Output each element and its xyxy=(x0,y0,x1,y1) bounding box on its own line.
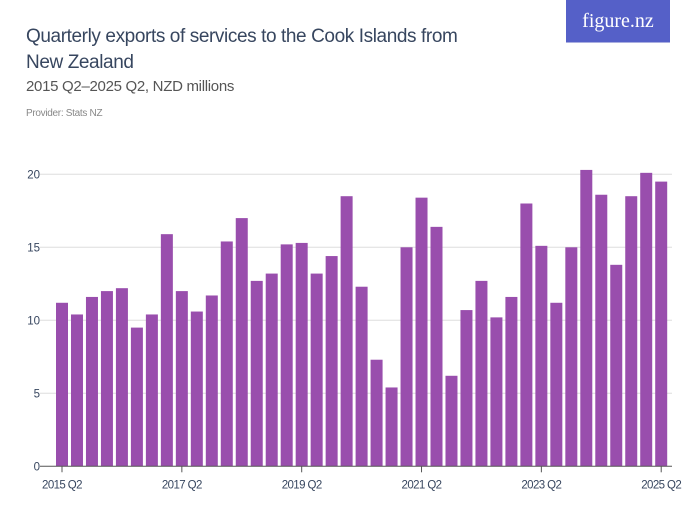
bar-2022-Q3 xyxy=(490,317,503,467)
bar-2022-Q2 xyxy=(475,280,488,467)
bar-2021-Q3 xyxy=(430,226,443,467)
bar-2015-Q2 xyxy=(56,302,68,467)
x-tick-label: 2019 Q2 xyxy=(282,479,322,491)
bar-2017-Q4 xyxy=(205,295,218,467)
bar-2019-Q3 xyxy=(310,273,323,467)
bar-2018-Q2 xyxy=(235,218,248,467)
x-tick-label: 2025 Q2 xyxy=(641,479,681,491)
bar-2023-Q1 xyxy=(520,203,533,467)
y-tick-label: 15 xyxy=(27,242,40,254)
bar-2019-Q4 xyxy=(325,256,338,467)
logo-text: figure.nz xyxy=(582,9,654,32)
bar-2021-Q2 xyxy=(415,197,428,467)
bar-2015-Q4 xyxy=(85,296,98,467)
bar-2023-Q2 xyxy=(535,245,548,467)
bar-2020-Q3 xyxy=(370,359,383,467)
bar-2017-Q1 xyxy=(160,234,173,467)
bar-2022-Q4 xyxy=(505,296,518,467)
chart-title: Quarterly exports of services to the Coo… xyxy=(26,26,458,73)
bar-2021-Q1 xyxy=(400,247,413,467)
x-tick-label: 2021 Q2 xyxy=(402,479,442,491)
y-tick-label: 5 xyxy=(34,388,40,400)
bar-2016-Q2 xyxy=(115,288,128,467)
bar-2021-Q4 xyxy=(445,375,458,467)
y-tick-label: 10 xyxy=(27,315,40,327)
bar-2018-Q3 xyxy=(250,280,263,467)
bar-2020-Q2 xyxy=(355,286,368,467)
y-tick-label: 0 xyxy=(34,461,40,473)
bar-2016-Q4 xyxy=(145,314,158,467)
bar-2016-Q1 xyxy=(100,291,113,467)
bar-2018-Q4 xyxy=(265,273,278,467)
bar-2019-Q1 xyxy=(280,244,293,467)
bar-2025-Q2 xyxy=(655,181,668,467)
bar-2017-Q3 xyxy=(190,311,203,467)
bar-2025-Q1 xyxy=(640,172,653,467)
bar-2019-Q2 xyxy=(295,242,308,467)
bar-2023-Q3 xyxy=(550,302,563,467)
bar-2020-Q4 xyxy=(385,387,398,467)
bar-2017-Q2 xyxy=(175,291,188,467)
x-tick-label: 2023 Q2 xyxy=(521,479,561,491)
x-tick-label: 2017 Q2 xyxy=(162,479,202,491)
provider-label: Provider: Stats NZ xyxy=(26,108,103,119)
bar-2016-Q3 xyxy=(130,327,143,467)
bar-2024-Q2 xyxy=(595,194,608,467)
x-tick-label: 2015 Q2 xyxy=(42,479,82,491)
bar-2024-Q1 xyxy=(580,169,593,467)
chart-subtitle: 2015 Q2–2025 Q2, NZD millions xyxy=(26,78,235,95)
bar-2018-Q1 xyxy=(220,241,233,467)
bar-2024-Q4 xyxy=(625,196,638,467)
bar-2020-Q1 xyxy=(340,196,353,467)
bar-2022-Q1 xyxy=(460,310,473,467)
bar-2015-Q3 xyxy=(70,314,83,467)
figure-nz-logo[interactable]: figure.nz xyxy=(566,0,670,43)
bar-2024-Q3 xyxy=(610,264,623,467)
y-tick-label: 20 xyxy=(27,169,40,181)
bar-2023-Q4 xyxy=(565,247,578,467)
